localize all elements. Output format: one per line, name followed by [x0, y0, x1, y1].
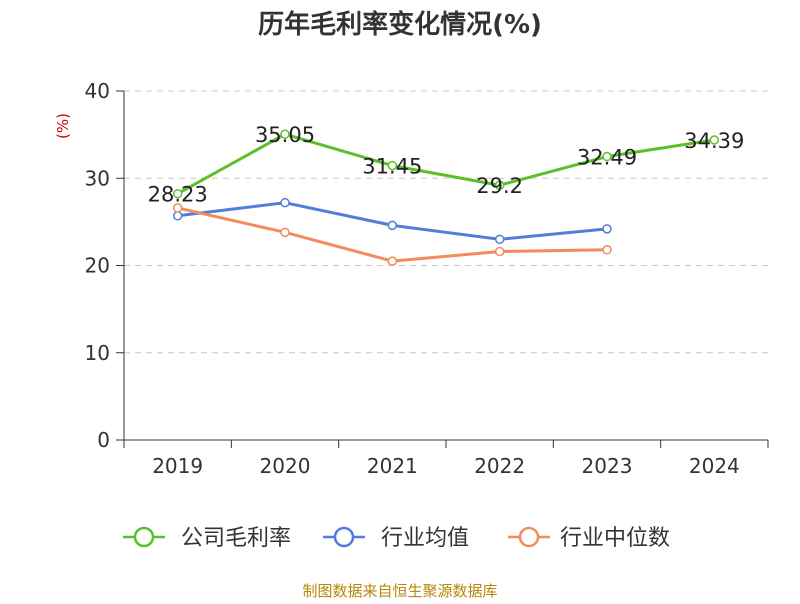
series-line-0 [176, 132, 715, 196]
data-label: 34.39 [684, 129, 744, 153]
x-tick-label: 2021 [367, 454, 418, 478]
y-tick-label: 30 [85, 166, 110, 190]
data-point [709, 135, 720, 145]
data-label: 28.23 [148, 183, 208, 207]
legend: 公司毛利率 行业均值 行业中位数 [123, 526, 670, 551]
x-tick-label: 2020 [260, 454, 311, 478]
data-point [172, 211, 183, 221]
y-axis-unit: (%) [54, 113, 72, 139]
y-tick-label: 40 [85, 79, 110, 103]
legend-marker [518, 526, 540, 548]
data-label: 32.49 [577, 146, 637, 170]
data-point [602, 151, 612, 162]
y-tick-label: 20 [85, 254, 110, 278]
data-label: 29.2 [476, 174, 523, 198]
legend-label: 公司毛利率 [181, 526, 291, 551]
x-tick-label: 2019 [152, 454, 203, 478]
data-point [172, 203, 183, 213]
data-label: 31.45 [362, 155, 422, 179]
x-tick-label: 2024 [689, 454, 740, 478]
legend-label: 行业中位数 [560, 526, 670, 551]
x-tick-label: 2022 [474, 454, 525, 478]
source-note: 制图数据来自恒生聚源数据库 [302, 582, 497, 600]
y-tick-label: 10 [85, 341, 110, 365]
axes: 0 10 20 30 40 2019 2020 2021 2022 2023 2024 [85, 79, 769, 478]
data-point [172, 188, 183, 199]
grid-lines [124, 90, 768, 354]
legend-label: 行业均值 [381, 526, 469, 551]
legend-marker [333, 526, 355, 548]
data-point [280, 227, 290, 238]
y-tick-label: 0 [97, 428, 110, 452]
chart-title: 历年毛利率变化情况(%) [258, 9, 542, 40]
data-point [494, 234, 505, 245]
data-point [387, 256, 398, 266]
data-point [602, 245, 612, 255]
data-point [387, 220, 398, 231]
data-point [602, 224, 612, 234]
data-point [494, 246, 505, 257]
data-point [280, 197, 290, 208]
data-point [494, 180, 505, 190]
data-point [387, 160, 398, 171]
data-label: 35.05 [255, 123, 315, 147]
data-labels: 28.23 35.05 31.45 29.2 32.49 34.39 [148, 123, 745, 207]
data-point [280, 129, 290, 139]
legend-marker [133, 526, 155, 548]
series-layer [172, 129, 720, 266]
x-tick-label: 2023 [582, 454, 633, 478]
